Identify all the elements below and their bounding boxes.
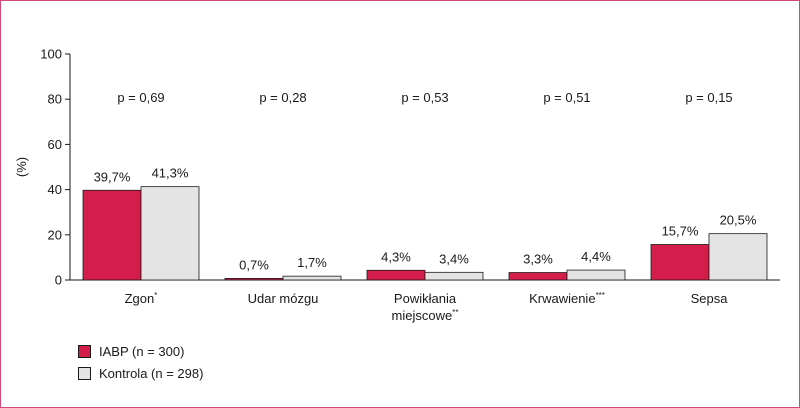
y-tick-label: 40 (48, 182, 62, 197)
bar-value-label: 4,4% (581, 249, 611, 264)
category-label: miejscowe** (392, 308, 459, 323)
bar-kontrola (140, 186, 200, 281)
category-label: Zgon* (125, 291, 158, 306)
bar-value-label: 3,3% (523, 252, 553, 267)
bar-value-label: 3,4% (439, 251, 469, 266)
category-label: Krwawienie*** (529, 291, 605, 306)
category-label: Powikłania (394, 291, 457, 306)
bar-value-label: 15,7% (662, 224, 699, 239)
bar-iabp (82, 189, 142, 281)
bar-iabp (366, 269, 426, 281)
bar-iabp (224, 278, 284, 281)
y-tick-label: 80 (48, 92, 62, 107)
p-value-label: p = 0,15 (685, 90, 732, 105)
bar-value-label: 4,3% (381, 249, 411, 264)
y-tick-label: 60 (48, 137, 62, 152)
legend-swatch-kontrola (78, 366, 91, 380)
bar-value-label: 0,7% (239, 257, 269, 272)
bar-kontrola (708, 233, 768, 281)
y-tick-label: 0 (55, 273, 62, 288)
y-axis-label: (%) (14, 157, 29, 177)
bar-value-label: 41,3% (152, 166, 189, 181)
legend-swatch-iabp (78, 344, 91, 358)
y-tick-label: 100 (40, 47, 62, 62)
category-label: Sepsa (691, 291, 729, 306)
bar-iabp (508, 272, 568, 281)
legend-label-kontrola: Kontrola (n = 298) (99, 365, 204, 381)
legend-label-iabp: IABP (n = 300) (99, 343, 185, 359)
bar-kontrola (566, 269, 626, 281)
bar-kontrola (424, 271, 484, 281)
legend: IABP (n = 300) Kontrola (n = 298) (78, 340, 203, 384)
labels: 39,7% 41,3% p = 0,69 Zgon* 0,7% 1,7% p = 0,28 U… (94, 90, 757, 323)
bar-value-label: 1,7% (297, 255, 327, 270)
category-label: Udar mózgu (248, 291, 319, 306)
y-tick-label: 20 (48, 227, 62, 242)
p-value-label: p = 0,51 (543, 90, 590, 105)
bar-iabp (650, 244, 710, 281)
bar-kontrola (282, 275, 342, 281)
bars (82, 186, 768, 281)
bar-value-label: 20,5% (720, 213, 757, 228)
p-value-label: p = 0,69 (117, 90, 164, 105)
bar-value-label: 39,7% (94, 169, 131, 184)
p-value-label: p = 0,28 (259, 90, 306, 105)
legend-item-kontrola: Kontrola (n = 298) (78, 362, 203, 384)
legend-item-iabp: IABP (n = 300) (78, 340, 203, 362)
p-value-label: p = 0,53 (401, 90, 448, 105)
